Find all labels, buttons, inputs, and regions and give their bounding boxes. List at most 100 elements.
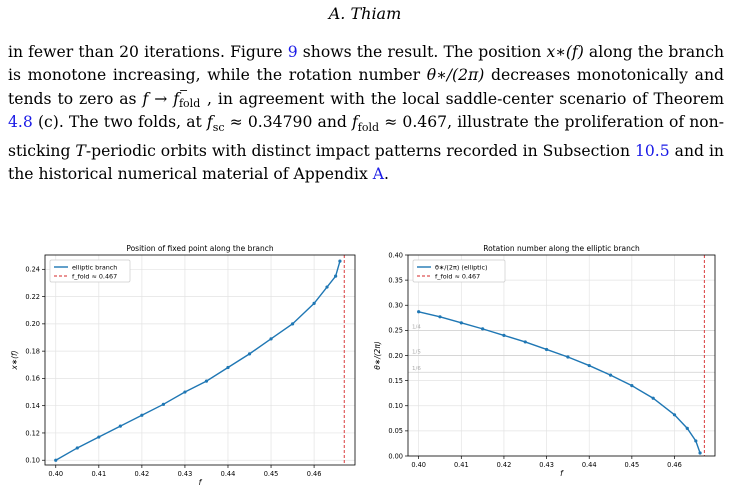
data-point — [544, 347, 549, 352]
data-point — [694, 439, 698, 443]
math-T: T — [75, 141, 86, 160]
y-tick-label: 0.15 — [388, 377, 403, 385]
x-axis-label: f — [199, 478, 203, 486]
data-point — [566, 355, 570, 359]
data-point — [651, 396, 655, 400]
y-tick-label: 0.22 — [25, 293, 40, 301]
x-tick-label: 0.44 — [221, 470, 236, 478]
legend-box — [49, 259, 131, 283]
legend: θ∗/(2π) (elliptic)f_fold ≈ 0.467 — [412, 259, 506, 283]
math-ffold: ffold ≈ 0.467 — [352, 113, 448, 135]
data-point — [247, 352, 252, 356]
y-tick-label: 0.10 — [25, 457, 40, 465]
text: shows the result. The position — [297, 43, 547, 61]
x-tick-label: 0.42 — [135, 470, 150, 478]
y-tick-label: 0.18 — [25, 347, 40, 355]
text: and — [312, 113, 353, 132]
y-tick-label: 0.10 — [388, 402, 403, 410]
data-point — [523, 340, 527, 344]
data-point — [502, 333, 506, 337]
data-point — [325, 285, 329, 289]
body-paragraph: in fewer than 20 iterations. Figure 9 sh… — [8, 41, 724, 187]
text: , in agreement with the local saddle-cen… — [206, 89, 724, 108]
data-point — [608, 373, 613, 377]
y-tick-label: 0.25 — [388, 327, 403, 335]
y-tick-label: 0.20 — [25, 320, 40, 328]
running-header: A. Thiam — [328, 4, 402, 23]
y-axis-label: x∗(f) — [10, 350, 19, 370]
x-tick-label: 0.45 — [625, 461, 640, 469]
chart-title: Rotation number along the elliptic branc… — [483, 244, 640, 253]
data-point — [334, 274, 338, 278]
data-point — [269, 337, 273, 341]
data-point — [685, 426, 689, 430]
legend-label-series: elliptic branch — [72, 263, 117, 271]
data-point — [226, 365, 230, 370]
data-point — [587, 363, 591, 368]
reference-line-label: 1/6 — [412, 366, 421, 372]
y-tick-label: 0.40 — [388, 251, 403, 259]
figure-link[interactable]: 9 — [287, 43, 298, 61]
y-tick-label: 0.05 — [388, 427, 403, 435]
x-axis-label: f — [560, 469, 564, 478]
data-point — [672, 413, 677, 417]
data-point — [630, 384, 634, 388]
y-tick-label: 0.14 — [25, 402, 40, 410]
x-tick-label: 0.41 — [91, 470, 106, 478]
legend-label-fold: f_fold ≈ 0.467 — [435, 272, 480, 280]
y-tick-label: 0.16 — [25, 375, 40, 383]
x-tick-label: 0.40 — [48, 470, 63, 478]
series-line — [418, 311, 701, 454]
appendix-link[interactable]: A — [372, 165, 384, 184]
data-point — [54, 458, 58, 462]
data-point — [438, 315, 442, 319]
y-tick-label: 0.24 — [25, 266, 40, 274]
text: -periodic orbits with distinct impact pa… — [85, 141, 635, 160]
theorem-link[interactable]: 4.8 — [8, 113, 33, 132]
math-fsc: fsc ≈ 0.34790 — [206, 113, 313, 135]
legend-label-fold: f_fold ≈ 0.467 — [72, 272, 117, 280]
chart-title: Position of fixed point along the branch — [126, 244, 274, 253]
x-tick-label: 0.46 — [307, 470, 322, 478]
data-point — [97, 435, 101, 439]
text: . — [383, 165, 389, 184]
y-tick-label: 0.30 — [388, 302, 403, 310]
legend-label-series: θ∗/(2π) (elliptic) — [435, 263, 487, 271]
plot-frame — [44, 254, 356, 466]
data-point — [118, 424, 122, 428]
math-limit: f → f − fold — [142, 83, 201, 110]
text: (c). The two folds, at — [32, 113, 207, 132]
chart-rotation-number: Rotation number along the elliptic branc… — [373, 244, 716, 478]
data-point — [312, 301, 316, 306]
x-tick-label: 0.45 — [264, 470, 279, 478]
grid — [45, 255, 355, 465]
reference-line-label: 1/4 — [412, 324, 421, 330]
x-tick-label: 0.42 — [497, 461, 512, 469]
y-axis-label: θ∗/(2π) — [373, 341, 382, 370]
y-tick-label: 0.00 — [388, 452, 403, 460]
y-tick-label: 0.20 — [388, 352, 403, 360]
data-point — [204, 379, 209, 383]
x-tick-label: 0.43 — [539, 461, 554, 469]
data-point — [140, 413, 144, 417]
data-point — [417, 310, 421, 314]
text: along the branch is monotone increasing,… — [8, 43, 724, 85]
subsection-link[interactable]: 10.5 — [634, 141, 670, 160]
text: decreases monotonically and tends to zer… — [8, 66, 724, 108]
x-tick-label: 0.44 — [582, 461, 597, 469]
math-xstar: x∗(f) — [546, 43, 584, 61]
data-point — [698, 451, 702, 455]
data-point — [459, 321, 463, 325]
data-point — [290, 322, 295, 326]
x-tick-label: 0.43 — [178, 470, 193, 478]
chart-fixed-point-position: Position of fixed point along the branch… — [10, 244, 356, 486]
x-tick-label: 0.40 — [411, 461, 426, 469]
x-tick-label: 0.41 — [454, 461, 469, 469]
y-tick-label: 0.35 — [388, 276, 403, 284]
series-line — [55, 260, 341, 461]
text: in fewer than 20 iterations. Figure — [8, 43, 288, 61]
data-point — [161, 402, 166, 406]
data-point — [338, 259, 342, 263]
legend-box — [412, 259, 506, 283]
